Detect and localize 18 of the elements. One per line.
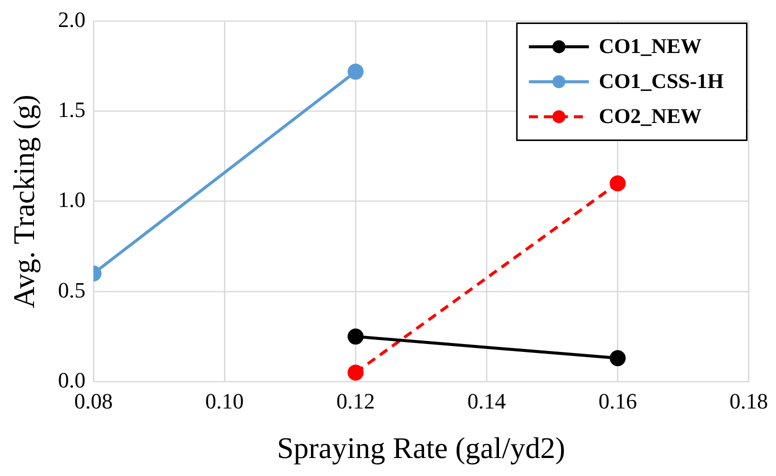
legend-label: CO1_CSS-1H bbox=[598, 69, 724, 94]
x-tick-label: 0.18 bbox=[730, 388, 768, 414]
y-tick-label: 1.5 bbox=[58, 97, 86, 122]
x-tick-label: 0.16 bbox=[598, 388, 637, 414]
legend-label: CO1_NEW bbox=[598, 34, 702, 58]
point bbox=[348, 328, 364, 345]
y-tick-label: 2.0 bbox=[58, 6, 86, 32]
y-axis-title: Avg. Tracking (g) bbox=[8, 94, 41, 308]
x-tick-label: 0.14 bbox=[467, 388, 506, 414]
y-tick-label: 1.0 bbox=[58, 187, 86, 212]
point bbox=[610, 350, 626, 366]
x-axis-title: Spraying Rate (gal/yd2) bbox=[276, 432, 566, 465]
y-tick-label: 0.5 bbox=[58, 277, 86, 302]
point bbox=[348, 364, 364, 381]
x-tick-label: 0.10 bbox=[205, 388, 244, 414]
point bbox=[610, 175, 626, 192]
x-tick-label: 0.12 bbox=[336, 388, 375, 414]
legend-label: CO2_NEW bbox=[598, 104, 702, 128]
